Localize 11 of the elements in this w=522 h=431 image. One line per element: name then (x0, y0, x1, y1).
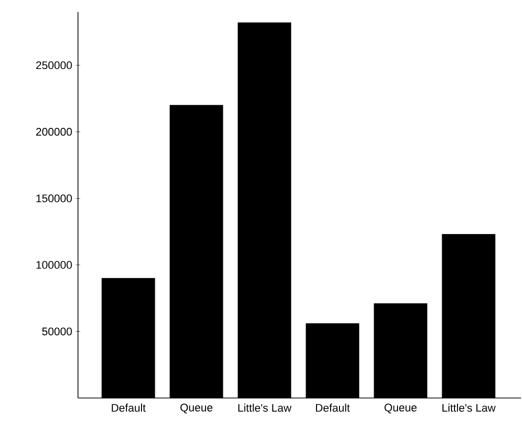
x-tick-label: Default (112, 404, 146, 412)
x-tick-label: Queue (384, 404, 417, 414)
y-tick-label: 250000 (36, 61, 72, 70)
x-tick-label: Little's Law (238, 404, 292, 412)
x-tick-label: Little's Law (442, 404, 496, 412)
x-tick-label: Default (316, 404, 350, 412)
y-tick-label: 150000 (36, 194, 72, 202)
y-tick-label: 100000 (36, 261, 72, 269)
y-tick-label: 200000 (36, 128, 72, 136)
y-tick-label: 50000 (42, 328, 72, 336)
x-tick-label: Queue (180, 404, 212, 414)
